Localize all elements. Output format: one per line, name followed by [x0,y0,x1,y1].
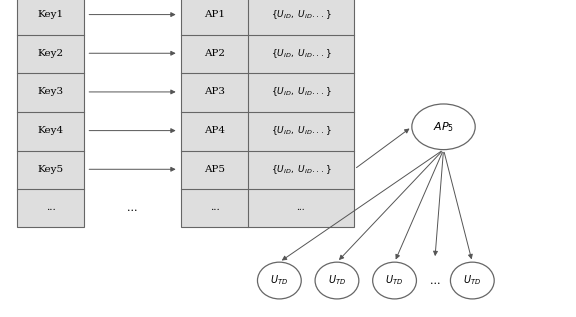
Text: Key3: Key3 [37,87,63,96]
Text: $U_{TD}$: $U_{TD}$ [328,274,346,288]
Text: Key5: Key5 [37,165,63,174]
Ellipse shape [257,262,301,299]
Ellipse shape [373,262,416,299]
Text: ...: ... [46,204,55,212]
Text: $AP_5$: $AP_5$ [433,120,454,134]
Ellipse shape [450,262,494,299]
Text: ...: ... [297,204,305,212]
Text: ...: ... [210,204,219,212]
Text: Key2: Key2 [37,49,63,58]
Text: $U_{TD}$: $U_{TD}$ [270,274,289,288]
Text: $U_{TD}$: $U_{TD}$ [463,274,482,288]
Text: $\{U_{ID},\ U_{ID}...\}$: $\{U_{ID},\ U_{ID}...\}$ [271,163,331,176]
Text: $\{U_{ID},\ U_{ID}...\}$: $\{U_{ID},\ U_{ID}...\}$ [271,8,331,21]
Text: $U_{TD}$: $U_{TD}$ [385,274,404,288]
Ellipse shape [412,104,475,150]
Text: AP3: AP3 [204,87,225,96]
Text: AP4: AP4 [204,126,225,135]
Text: Key4: Key4 [37,126,63,135]
Text: ...: ... [430,275,440,286]
Text: AP5: AP5 [204,165,225,174]
Text: $\{U_{ID},\ U_{ID}...\}$: $\{U_{ID},\ U_{ID}...\}$ [271,86,331,98]
Text: $\{U_{ID},\ U_{ID}...\}$: $\{U_{ID},\ U_{ID}...\}$ [271,47,331,60]
Text: AP1: AP1 [204,10,225,19]
FancyBboxPatch shape [181,0,354,227]
Text: Key1: Key1 [37,10,63,19]
Text: $\{U_{ID},\ U_{ID}...\}$: $\{U_{ID},\ U_{ID}...\}$ [271,124,331,137]
Text: AP2: AP2 [204,49,225,58]
FancyBboxPatch shape [17,0,84,227]
Ellipse shape [315,262,359,299]
Text: ...: ... [127,203,138,213]
